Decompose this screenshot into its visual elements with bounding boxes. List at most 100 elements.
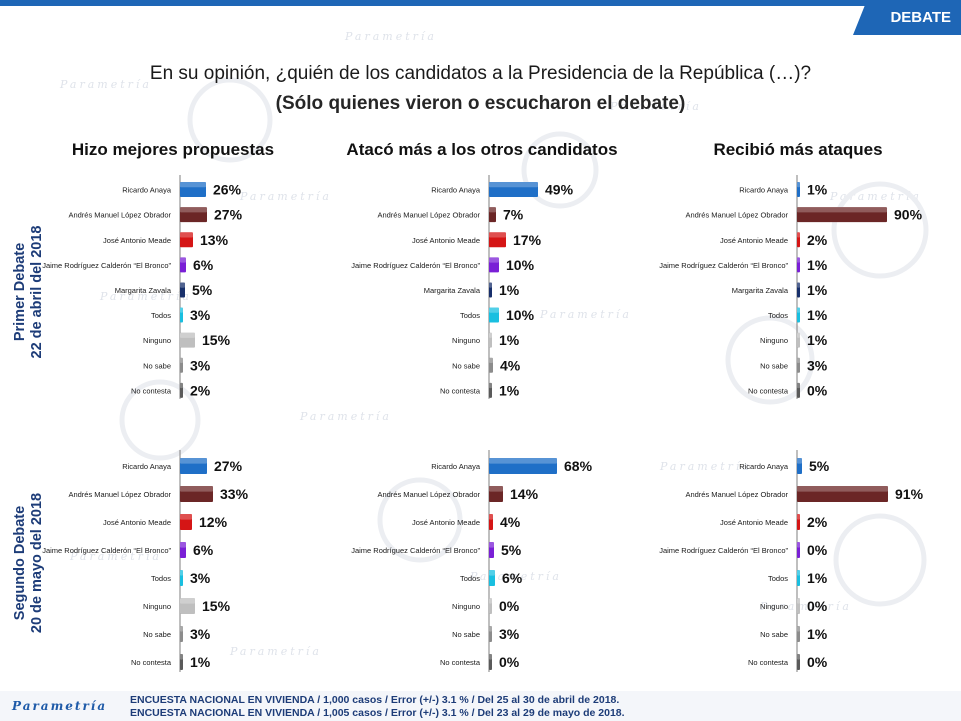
watermark-circle [725, 315, 815, 405]
top-stripe [0, 0, 961, 6]
methodology-note-2: ENCUESTA NACIONAL EN VIVIENDA / 1,005 ca… [130, 707, 625, 719]
category-label: No contesta [748, 658, 789, 667]
bar [489, 626, 492, 642]
category-label: No sabe [760, 630, 788, 639]
parametria-logo: Parametría [12, 699, 108, 713]
value-label: 1% [807, 307, 828, 323]
category-label: Jaime Rodríguez Calderón “El Bronco” [42, 261, 171, 270]
bar-highlight [489, 382, 492, 389]
footer: Parametría ENCUESTA NACIONAL EN VIVIENDA… [0, 691, 961, 721]
category-label: Ricardo Anaya [739, 186, 789, 195]
bar-highlight [180, 570, 183, 576]
bar-highlight [180, 458, 207, 464]
value-label: 26% [213, 182, 242, 198]
value-label: 3% [190, 357, 211, 373]
bar-highlight [797, 514, 800, 520]
question-title: En su opinión, ¿quién de los candidatos … [149, 63, 812, 84]
value-label: 3% [190, 626, 211, 642]
value-label: 2% [807, 232, 828, 248]
bar [489, 182, 538, 198]
bar [797, 514, 800, 530]
category-label: José Antonio Meade [103, 236, 171, 245]
bar [797, 332, 800, 348]
bar-highlight [797, 654, 800, 660]
value-label: 1% [807, 332, 828, 348]
value-label: 1% [807, 257, 828, 273]
category-label: Andrés Manuel López Obrador [377, 211, 480, 220]
bar-chart-segundo-2: Ricardo Anaya 68% Andrés Manuel López Obra… [351, 450, 593, 672]
bar [489, 357, 493, 373]
bar-highlight [797, 570, 800, 576]
bar-highlight [180, 182, 206, 188]
column-header-recibio: Recibió más ataques [713, 140, 883, 159]
value-label: 6% [193, 257, 214, 273]
category-label: Jaime Rodríguez Calderón “El Bronco” [351, 261, 480, 270]
bar-highlight [489, 207, 496, 213]
bar [489, 382, 492, 398]
value-label: 2% [190, 382, 211, 398]
watermark-circle [187, 77, 273, 163]
bar-highlight [180, 486, 213, 492]
bar-highlight [797, 232, 800, 238]
category-label: José Antonio Meade [412, 518, 480, 527]
category-label: Margarita Zavala [732, 286, 789, 295]
category-label: Ricardo Anaya [431, 462, 481, 471]
category-label: No sabe [143, 630, 171, 639]
bar-highlight [797, 382, 800, 389]
bar [797, 382, 800, 398]
value-label: 7% [503, 207, 524, 223]
bar-highlight [797, 598, 800, 604]
value-label: 5% [501, 542, 522, 558]
bar [489, 486, 503, 502]
bar-highlight [489, 598, 492, 604]
watermark-brand: Parametría [239, 190, 332, 203]
value-label: 3% [499, 626, 520, 642]
watermark-brand: Parametría [59, 78, 152, 91]
value-label: 10% [506, 257, 535, 273]
bar [180, 458, 207, 474]
bar-highlight [489, 654, 492, 660]
question-subtitle: (Sólo quienes vieron o escucharon el deb… [275, 93, 686, 114]
value-label: 1% [499, 382, 520, 398]
category-label: Ninguno [143, 602, 171, 611]
bar-chart-segundo-1: Ricardo Anaya 27% Andrés Manuel López Obra… [42, 450, 249, 672]
bar-highlight [489, 182, 538, 188]
bar [489, 458, 557, 474]
category-label: Ricardo Anaya [739, 462, 789, 471]
category-label: Jaime Rodríguez Calderón “El Bronco” [351, 546, 480, 555]
bar [180, 486, 213, 502]
bar [180, 598, 195, 614]
section-tag: DEBATE [890, 9, 951, 26]
bar-highlight [489, 486, 503, 492]
watermark-brand: Parametría [539, 308, 632, 321]
bar-highlight [180, 332, 195, 338]
watermark-circle [119, 379, 201, 461]
bar-highlight [797, 626, 800, 632]
bar [489, 514, 493, 530]
watermark-brand: Parametría [69, 550, 162, 563]
category-label: José Antonio Meade [720, 518, 788, 527]
value-label: 33% [220, 486, 249, 502]
bar [180, 232, 193, 248]
category-label: Margarita Zavala [424, 286, 481, 295]
section-tab: DEBATE [853, 0, 961, 35]
category-label: No contesta [131, 658, 172, 667]
value-label: 0% [807, 542, 828, 558]
bar-highlight [180, 382, 183, 389]
bar-chart-primer-1: Ricardo Anaya 26% Andrés Manuel López Obra… [42, 175, 243, 399]
bar [180, 514, 192, 530]
value-label: 1% [190, 654, 211, 670]
bar-highlight [180, 542, 186, 548]
bar [489, 542, 494, 558]
value-label: 1% [807, 626, 828, 642]
value-label: 3% [190, 570, 211, 586]
watermark-brand: Parametría [229, 645, 322, 658]
category-label: Todos [460, 574, 480, 583]
bar [180, 542, 186, 558]
bar [797, 486, 888, 502]
bar [180, 182, 206, 198]
bar-highlight [797, 257, 800, 263]
top-banner: DEBATE [0, 0, 961, 35]
bar [797, 257, 800, 273]
category-label: Ninguno [143, 336, 171, 345]
